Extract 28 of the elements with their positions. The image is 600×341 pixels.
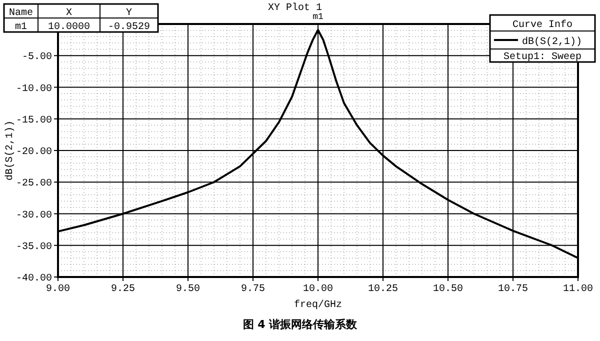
legend-label: dB(S(2,1)) [522, 36, 582, 48]
x-tick-label: 10.50 [432, 284, 464, 295]
x-tick-label: 10.75 [498, 284, 528, 295]
y-tick-label: -10.00 [16, 84, 52, 95]
legend-title: Curve Info [512, 19, 573, 31]
annotation: Setup1: Sweep [503, 52, 582, 63]
x-tick-label: 10.00 [302, 284, 334, 295]
annotation: -0.9529 [108, 22, 150, 33]
x-tick-label: 9.00 [46, 284, 70, 295]
x-tick-label: 10.25 [368, 284, 398, 295]
marker-table: Name X Y m1 10.0000 -0.9529 [3, 3, 159, 33]
y-tick-label: -5.00 [22, 52, 52, 64]
y-axis-title: dB(S(2,1)) [4, 120, 16, 181]
x-tick-label: 11.00 [562, 284, 594, 295]
y-tick-label: -25.00 [16, 178, 52, 190]
y-tick-label: -40.00 [16, 274, 52, 284]
chart-title: XY Plot 1 [268, 2, 322, 14]
y-tick-label: -35.00 [16, 242, 52, 253]
y-tick-label: -15.00 [16, 115, 52, 126]
y-tick-label: -30.00 [16, 210, 52, 222]
caption: 图 4 谐振网络传输系数 [242, 318, 358, 331]
annotation: m1 [312, 12, 324, 22]
y-tick-label: -20.00 [16, 147, 52, 158]
x-tick-label: 9.75 [240, 284, 266, 295]
x-tick-label: 9.50 [176, 284, 200, 295]
annotation: 10.0000 [48, 22, 90, 33]
x-tick-label: 9.25 [110, 284, 136, 295]
x-axis-title: freq/GHz [294, 299, 342, 311]
